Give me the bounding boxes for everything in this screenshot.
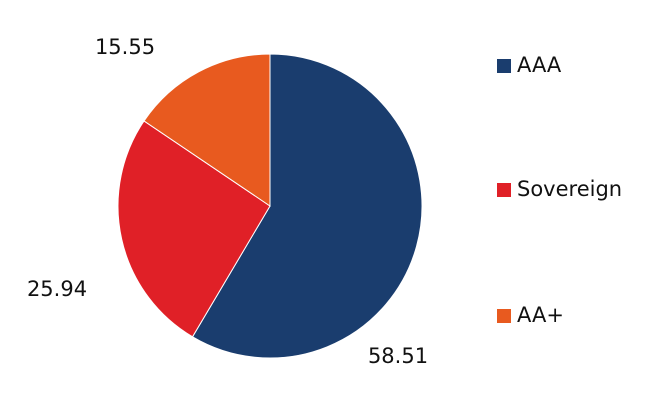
legend-label: AAA <box>517 53 562 77</box>
pie-slice <box>117 120 271 338</box>
data-label: 58.51 <box>368 344 428 368</box>
data-label: 15.55 <box>95 35 155 59</box>
pie-slice <box>191 53 423 359</box>
data-label: 25.94 <box>27 277 87 301</box>
pie-slice <box>143 53 271 207</box>
legend-label: AA+ <box>517 303 564 327</box>
legend-swatch <box>497 309 511 323</box>
legend-swatch <box>497 59 511 73</box>
legend-label: Sovereign <box>517 177 622 201</box>
legend-swatch <box>497 183 511 197</box>
